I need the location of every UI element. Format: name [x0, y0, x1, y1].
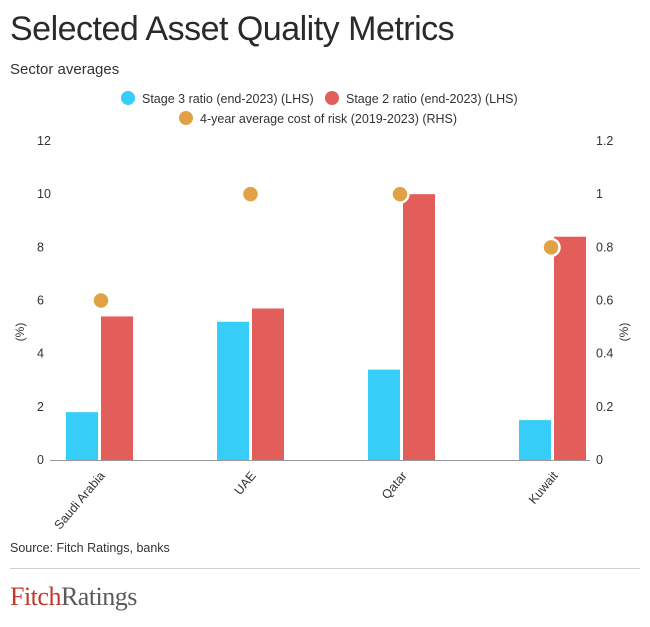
x-tick-label: UAE — [232, 469, 259, 498]
legend-swatch-stage2 — [325, 91, 339, 105]
cost-marker-2 — [390, 184, 410, 204]
bar-stage3-0 — [66, 412, 98, 460]
y-tick-right: 1.2 — [596, 134, 613, 148]
legend-swatch-stage3 — [121, 91, 135, 105]
y-tick-left: 6 — [37, 294, 44, 308]
y-tick-right: 1 — [596, 187, 603, 201]
x-tick-label: Qatar — [379, 469, 410, 502]
y-tick-left: 12 — [37, 134, 51, 148]
chart-title: Selected Asset Quality Metrics — [10, 10, 455, 48]
bar-stage2-2 — [403, 194, 435, 460]
cost-of-risk-markers — [91, 184, 561, 311]
legend-label-stage3: Stage 3 ratio (end-2023) (LHS) — [142, 92, 314, 106]
bar-stage3-1 — [217, 321, 249, 460]
y-axis-label-left: (%) — [13, 323, 27, 342]
y-tick-left: 0 — [37, 453, 44, 467]
bar-chart: Stage 3 ratio (end-2023) (LHS) Stage 2 r… — [13, 91, 631, 533]
legend-label-cost: 4-year average cost of risk (2019-2023) … — [200, 112, 457, 126]
y-tick-left: 8 — [37, 240, 44, 254]
bar-stage2-0 — [101, 316, 133, 460]
y-axis-left: 0 2 4 6 8 10 12 — [37, 134, 51, 467]
bar-stage2-1 — [252, 308, 284, 460]
cost-marker-1 — [240, 184, 261, 204]
divider — [10, 568, 640, 569]
legend: Stage 3 ratio (end-2023) (LHS) Stage 2 r… — [121, 91, 518, 126]
source-note: Source: Fitch Ratings, banks — [10, 541, 170, 555]
bar-stage3-3 — [519, 420, 551, 460]
y-tick-left: 10 — [37, 187, 51, 201]
bars — [66, 194, 586, 460]
legend-label-stage2: Stage 2 ratio (end-2023) (LHS) — [346, 92, 518, 106]
y-tick-right: 0.8 — [596, 240, 613, 254]
y-tick-left: 2 — [37, 400, 44, 414]
y-tick-left: 4 — [37, 347, 44, 361]
cost-marker-0 — [91, 290, 111, 311]
cost-marker-3 — [541, 237, 561, 258]
bar-stage3-2 — [368, 369, 400, 460]
bar-stage2-3 — [554, 236, 586, 460]
x-tick-label: Kuwait — [526, 469, 561, 507]
chart-subtitle: Sector averages — [10, 61, 120, 78]
x-axis-labels: Saudi Arabia UAE Qatar Kuwait — [52, 469, 562, 533]
x-tick-label: Saudi Arabia — [52, 469, 108, 532]
y-tick-right: 0 — [596, 453, 603, 467]
y-tick-right: 0.2 — [596, 400, 613, 414]
fitch-ratings-logo: FitchRatings — [10, 582, 137, 611]
y-axis-label-right: (%) — [617, 323, 631, 342]
y-tick-right: 0.6 — [596, 294, 613, 308]
y-axis-right: 0 0.2 0.4 0.6 0.8 1 1.2 — [596, 134, 613, 467]
y-tick-right: 0.4 — [596, 347, 613, 361]
legend-swatch-cost — [179, 111, 193, 125]
